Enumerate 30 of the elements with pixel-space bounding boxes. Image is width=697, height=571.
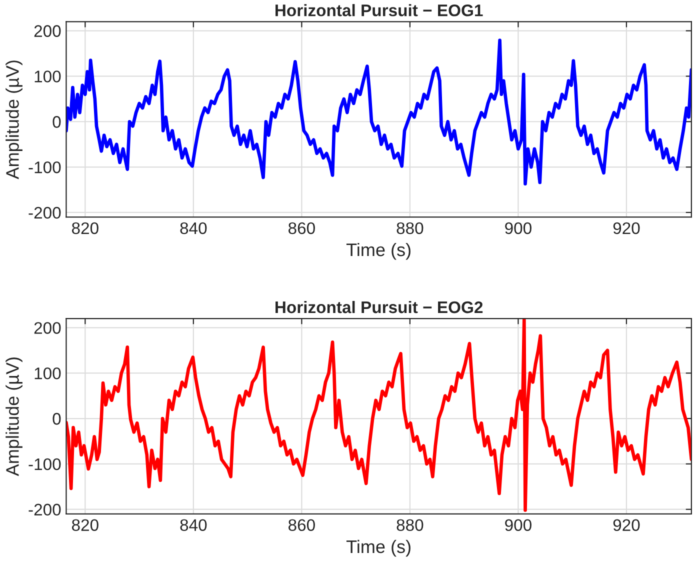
x-tick-label: 860 — [288, 519, 315, 532]
y-tick-label: -200 — [28, 206, 61, 219]
y-tick-label: 0 — [52, 116, 61, 128]
y-tick-label: 100 — [34, 70, 61, 82]
y-tick-label: 0 — [52, 412, 61, 425]
x-axis-title: Time (s) — [346, 540, 410, 557]
x-tick-label: 820 — [72, 519, 98, 532]
y-axis-title: Amplitude (µV) — [6, 357, 22, 476]
y-tick-label: -100 — [28, 458, 61, 470]
x-tick-label: 880 — [396, 222, 424, 234]
x-tick-label: 860 — [288, 222, 315, 234]
x-tick-label: 920 — [613, 519, 640, 532]
x-tick-label: 900 — [505, 519, 532, 532]
y-tick-label: 100 — [34, 367, 61, 380]
y-tick-label: 200 — [34, 25, 61, 37]
x-tick-label: 820 — [72, 222, 98, 234]
x-tick-label: 840 — [180, 222, 207, 234]
y-tick-label: -200 — [28, 504, 61, 516]
y-axis-title: Amplitude (µV) — [6, 60, 22, 180]
y-tick-label: -100 — [28, 161, 61, 174]
line-series — [66, 318, 692, 512]
x-tick-label: 880 — [396, 519, 424, 532]
x-tick-label: 900 — [505, 222, 532, 234]
x-tick-label: 920 — [613, 222, 640, 234]
line-series — [66, 38, 692, 186]
chart-title: Horizontal Pursuit − EOG2 — [276, 300, 483, 314]
x-tick-label: 840 — [180, 519, 207, 532]
x-axis-title: Time (s) — [346, 242, 410, 260]
chart-title: Horizontal Pursuit − EOG1 — [276, 4, 483, 16]
y-tick-label: 200 — [34, 322, 61, 334]
